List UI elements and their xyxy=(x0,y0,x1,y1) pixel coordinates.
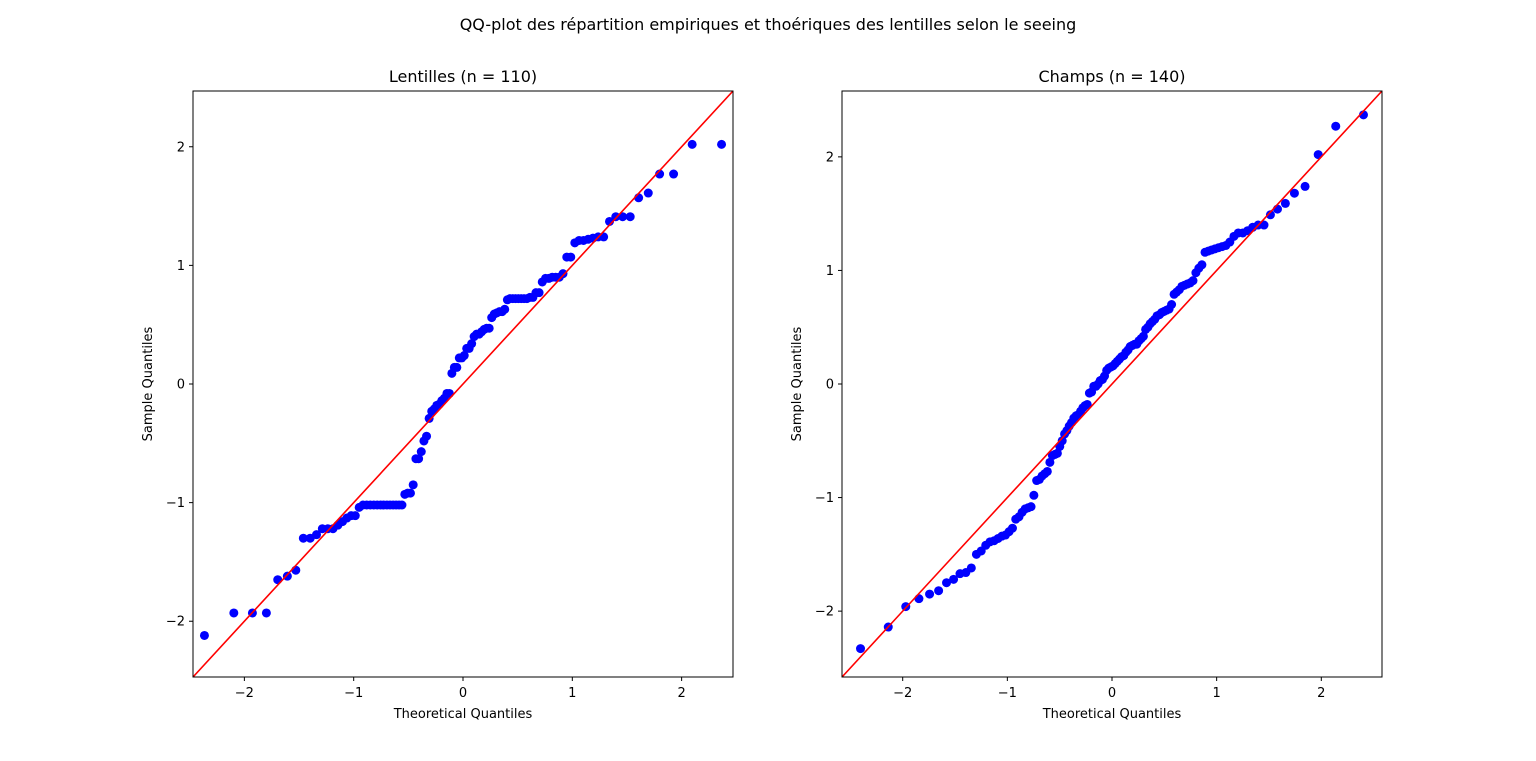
lentilles-data-point xyxy=(643,188,653,198)
lentilles-y-tick-label: 1 xyxy=(177,259,185,274)
lentilles-x-tick-label: −2 xyxy=(235,686,254,701)
lentilles-data-point xyxy=(414,454,424,464)
champs-data-point xyxy=(966,563,976,573)
lentilles-data-point xyxy=(687,139,697,149)
lentilles-y-tick-label: 0 xyxy=(177,378,185,393)
champs-data-point xyxy=(1045,457,1055,467)
champs-data-point xyxy=(1082,399,1092,409)
champs-data-point xyxy=(934,586,944,596)
lentilles-data-point xyxy=(424,413,434,423)
lentilles-data-point xyxy=(408,480,418,490)
lentilles-data-point xyxy=(558,269,568,279)
champs-data-point xyxy=(1167,300,1177,309)
lentilles-x-axis-label: Theoretical Quantiles xyxy=(393,707,533,722)
champs-x-tick-label: 1 xyxy=(1213,686,1221,701)
champs-data-point xyxy=(856,644,866,654)
champs-data-point xyxy=(1138,331,1148,341)
champs-x-tick-label: −2 xyxy=(893,686,912,701)
champs-qq-panel: −2 −1 0 1 2 −2 −1 0 1 2 Champs (n = 140) Theoretica… xyxy=(790,67,1383,722)
lentilles-data-point xyxy=(566,252,576,262)
lentilles-x-tick-label: 1 xyxy=(568,686,576,701)
champs-data-point xyxy=(914,594,924,604)
lentilles-x-tick-label: 2 xyxy=(677,686,685,701)
champs-data-point xyxy=(925,589,935,599)
lentilles-data-point xyxy=(611,212,621,222)
champs-data-point xyxy=(1197,260,1207,270)
lentilles-data-point xyxy=(500,304,510,314)
champs-y-tick-label: 0 xyxy=(826,378,834,393)
champs-y-tick-label: 2 xyxy=(826,150,834,165)
champs-data-point xyxy=(949,574,959,584)
lentilles-data-point xyxy=(452,362,462,372)
champs-points xyxy=(856,110,1368,654)
champs-data-point xyxy=(1272,204,1282,214)
lentilles-data-point xyxy=(669,169,679,179)
champs-panel-title: Champs (n = 140) xyxy=(1038,67,1185,86)
lentilles-data-point xyxy=(298,533,308,543)
champs-data-point xyxy=(1265,210,1275,220)
champs-data-point xyxy=(1029,490,1039,500)
lentilles-x-tick-label: −1 xyxy=(344,686,363,701)
champs-data-point xyxy=(1289,188,1299,198)
champs-data-point xyxy=(1331,121,1341,131)
champs-x-tick-label: 2 xyxy=(1317,686,1325,701)
lentilles-y-tick-label: 2 xyxy=(177,140,185,155)
champs-y-tick-label: −2 xyxy=(815,605,834,620)
lentilles-data-point xyxy=(405,488,415,498)
champs-data-point xyxy=(1052,448,1062,458)
champs-data-point xyxy=(1300,181,1310,191)
lentilles-data-point xyxy=(199,630,209,640)
lentilles-data-point xyxy=(397,500,407,510)
lentilles-data-point xyxy=(416,447,426,457)
champs-data-point xyxy=(1057,436,1067,446)
champs-x-tick-label: −1 xyxy=(998,686,1017,701)
champs-data-point xyxy=(1188,276,1198,286)
lentilles-data-point xyxy=(229,608,239,618)
lentilles-data-point xyxy=(350,511,360,521)
champs-data-point xyxy=(1026,502,1036,512)
lentilles-data-point xyxy=(625,212,635,222)
lentilles-data-point xyxy=(444,388,454,398)
lentilles-y-tick-label: −1 xyxy=(166,496,185,511)
lentilles-data-point xyxy=(312,530,321,540)
lentilles-data-point xyxy=(282,571,292,581)
lentilles-data-point xyxy=(655,169,665,179)
champs-x-tick-label: 0 xyxy=(1108,686,1116,701)
lentilles-data-point xyxy=(534,288,544,298)
lentilles-data-point xyxy=(422,431,432,441)
champs-x-axis-label: Theoretical Quantiles xyxy=(1042,707,1182,722)
lentilles-points xyxy=(199,139,727,640)
champs-data-point xyxy=(1259,220,1269,230)
champs-data-point xyxy=(1042,466,1052,476)
champs-data-point xyxy=(942,578,952,588)
lentilles-reference-line xyxy=(193,91,733,677)
lentilles-data-point xyxy=(459,351,469,361)
lentilles-data-point xyxy=(618,212,628,222)
lentilles-data-point xyxy=(467,339,477,349)
champs-y-tick-label: −1 xyxy=(815,491,834,506)
lentilles-data-point xyxy=(717,139,727,149)
lentilles-y-axis-label: Sample Quantiles xyxy=(141,326,156,441)
champs-data-point xyxy=(1280,198,1290,208)
lentilles-data-point xyxy=(261,608,271,618)
lentilles-x-tick-label: 0 xyxy=(459,686,467,701)
champs-data-point xyxy=(1007,523,1017,533)
champs-reference-line xyxy=(842,91,1382,677)
champs-y-tick-label: 1 xyxy=(826,264,834,279)
champs-y-axis-label: Sample Quantiles xyxy=(790,326,805,441)
lentilles-panel-title: Lentilles (n = 110) xyxy=(389,67,537,86)
lentilles-data-point xyxy=(291,565,301,575)
lentilles-y-tick-label: −2 xyxy=(166,615,185,630)
lentilles-data-point xyxy=(484,323,494,333)
figure-title: QQ-plot des répartition empiriques et th… xyxy=(460,15,1077,34)
lentilles-data-point xyxy=(273,575,283,585)
lentilles-qq-panel: −2 −1 0 1 2 −2 −1 0 1 2 Lentilles (n = 110) Theoret… xyxy=(141,67,734,722)
